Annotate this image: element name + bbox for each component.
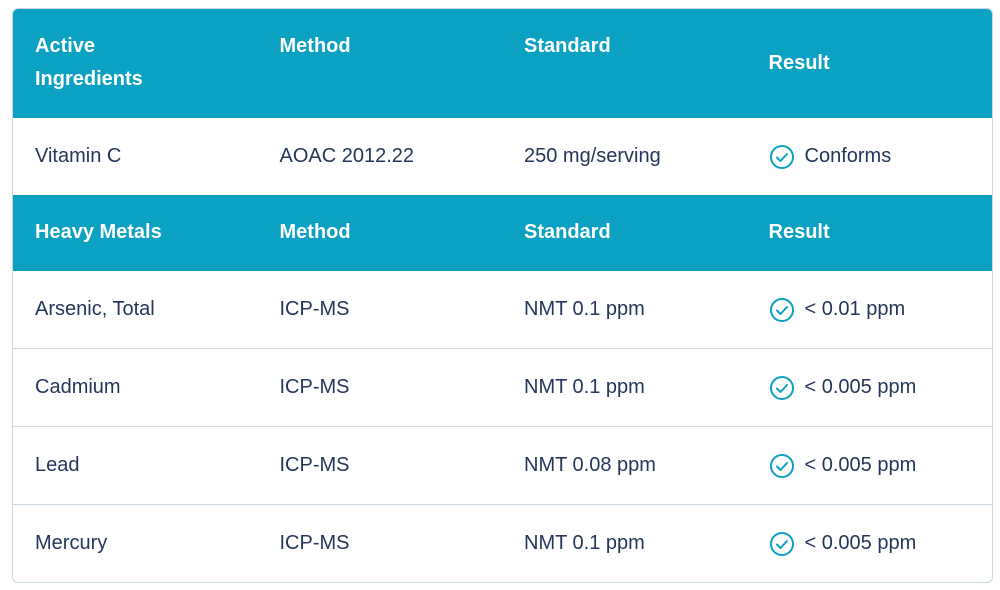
cell-text: 250 mg/serving [524, 145, 661, 167]
table-cell: NMT 0.1 ppm [502, 532, 747, 555]
cell-text: Conforms [804, 145, 892, 167]
table-row: Vitamin C AOAC 2012.22 250 mg/serving Confo… [13, 118, 992, 195]
table-row: Lead ICP-MS NMT 0.08 ppm < 0.005 ppm [13, 426, 992, 504]
table-cell: AOAC 2012.22 [258, 145, 503, 168]
header-text: Active Ingredients [35, 35, 143, 90]
table-cell: 250 mg/serving [502, 145, 747, 168]
header-text: Result [768, 221, 830, 243]
check-icon [769, 144, 794, 169]
cell-text: < 0.005 ppm [804, 376, 917, 398]
check-icon [769, 453, 794, 478]
cell-text: ICP-MS [279, 298, 350, 320]
section-header: Heavy Metals Method Standard Result [13, 195, 992, 271]
header-cell: Method [258, 195, 503, 271]
results-table: Active Ingredients Method Standard Result Vi… [12, 8, 993, 583]
table-row: Mercury ICP-MS NMT 0.1 ppm < 0.005 ppm [13, 504, 992, 582]
cell-text: Mercury [35, 532, 108, 554]
cell-text: < 0.01 ppm [804, 298, 906, 320]
header-text: Heavy Metals [35, 221, 162, 243]
check-icon [769, 297, 794, 322]
header-cell: Result [747, 9, 993, 118]
table-row: Arsenic, Total ICP-MS NMT 0.1 ppm < 0.01 pp… [13, 271, 992, 348]
table-cell: Mercury [13, 532, 258, 555]
check-icon [769, 375, 794, 400]
table-cell: NMT 0.1 ppm [502, 298, 747, 321]
table-cell: < 0.005 ppm [747, 531, 993, 557]
cell-text: Cadmium [35, 376, 121, 398]
cell-text: NMT 0.1 ppm [524, 532, 645, 554]
cell-text: ICP-MS [279, 454, 350, 476]
cell-text: Arsenic, Total [35, 298, 155, 320]
cell-text: ICP-MS [279, 532, 350, 554]
table-cell: NMT 0.08 ppm [502, 454, 747, 477]
table-cell: Cadmium [13, 376, 258, 399]
cell-text: < 0.005 ppm [804, 454, 917, 476]
table-cell: Vitamin C [13, 145, 258, 168]
header-cell: Standard [502, 9, 747, 118]
table-cell: ICP-MS [258, 454, 503, 477]
cell-text: Lead [35, 454, 80, 476]
table-cell: ICP-MS [258, 532, 503, 555]
header-text: Method [279, 35, 351, 57]
cell-text: ICP-MS [279, 376, 350, 398]
header-cell: Result [747, 195, 993, 271]
table-cell: < 0.01 ppm [747, 297, 993, 323]
cell-text: NMT 0.08 ppm [524, 454, 656, 476]
table-cell: Lead [13, 454, 258, 477]
header-text: Standard [524, 35, 611, 57]
table-cell: NMT 0.1 ppm [502, 376, 747, 399]
table-cell: ICP-MS [258, 298, 503, 321]
header-cell: Method [258, 9, 503, 118]
table-cell: < 0.005 ppm [747, 375, 993, 401]
cell-text: < 0.005 ppm [804, 532, 917, 554]
header-cell: Heavy Metals [13, 195, 258, 271]
header-text: Standard [524, 221, 611, 243]
header-cell: Standard [502, 195, 747, 271]
table-cell: Arsenic, Total [13, 298, 258, 321]
cell-text: NMT 0.1 ppm [524, 376, 645, 398]
check-icon [769, 531, 794, 556]
header-text: Method [279, 221, 351, 243]
table-row: Cadmium ICP-MS NMT 0.1 ppm < 0.005 ppm [13, 348, 992, 426]
table-cell: < 0.005 ppm [747, 453, 993, 479]
table-cell: ICP-MS [258, 376, 503, 399]
cell-text: AOAC 2012.22 [279, 145, 415, 167]
header-text: Result [768, 51, 830, 74]
cell-text: NMT 0.1 ppm [524, 298, 645, 320]
section-header: Active Ingredients Method Standard Result [13, 9, 992, 118]
header-cell: Active Ingredients [13, 9, 258, 118]
table-cell: Conforms [747, 144, 993, 170]
cell-text: Vitamin C [35, 145, 122, 167]
